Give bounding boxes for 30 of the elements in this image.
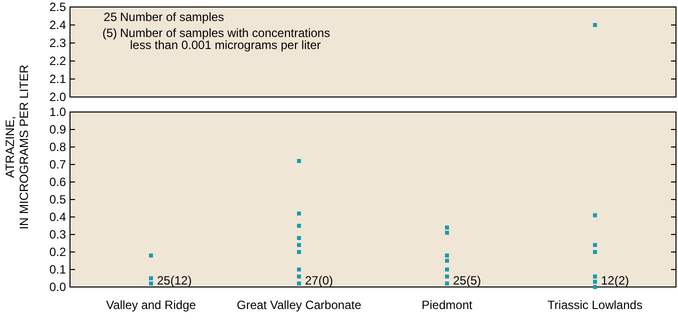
- y-tick-label: 0.3: [49, 228, 66, 242]
- y-tick-label: 0.9: [49, 122, 66, 137]
- y-tick-label: 2.1: [49, 72, 66, 86]
- y-axis-title: ATRAZINE, IN MICROGRAMS PER LITER: [3, 64, 31, 230]
- annotation: 12(2): [601, 274, 630, 288]
- y-tick-label: 2.3: [49, 36, 66, 50]
- y-tick-label: 0.7: [49, 158, 66, 172]
- x-tick-label: Valley and Ridge: [106, 298, 196, 312]
- y-tick-label: 0.4: [49, 210, 66, 224]
- annotation: 25: [104, 10, 118, 24]
- y-tick-label: 0.2: [49, 245, 66, 260]
- y-tick-label: 2.5: [49, 0, 66, 14]
- y-tick-label: 0.8: [49, 140, 66, 154]
- y-tick-label: 0.0: [49, 280, 66, 294]
- annotation: 25(12): [157, 274, 192, 288]
- x-tick-label: Piedmont: [422, 298, 474, 312]
- y-tick-label: 0.5: [49, 192, 66, 207]
- annotation: 25(5): [453, 274, 482, 288]
- y-tick-label: 2.2: [49, 54, 66, 68]
- x-tick-label: Triassic Lowlands: [548, 298, 642, 312]
- y-tick-label: 0.6: [49, 175, 66, 190]
- annotation: Number of samples with concentrations less than 0.001 micrograms per liter: [120, 26, 330, 52]
- y-tick-label: 2.0: [49, 90, 66, 104]
- x-tick-label: Great Valley Carbonate: [236, 298, 362, 312]
- y-tick-label: 2.4: [49, 18, 66, 32]
- annotation: 27(0): [305, 274, 334, 288]
- y-tick-label: 0.1: [49, 262, 66, 277]
- annotation: (5): [102, 26, 117, 40]
- y-tick-label: 1.0: [49, 105, 66, 120]
- annotation: Number of samples: [120, 10, 224, 24]
